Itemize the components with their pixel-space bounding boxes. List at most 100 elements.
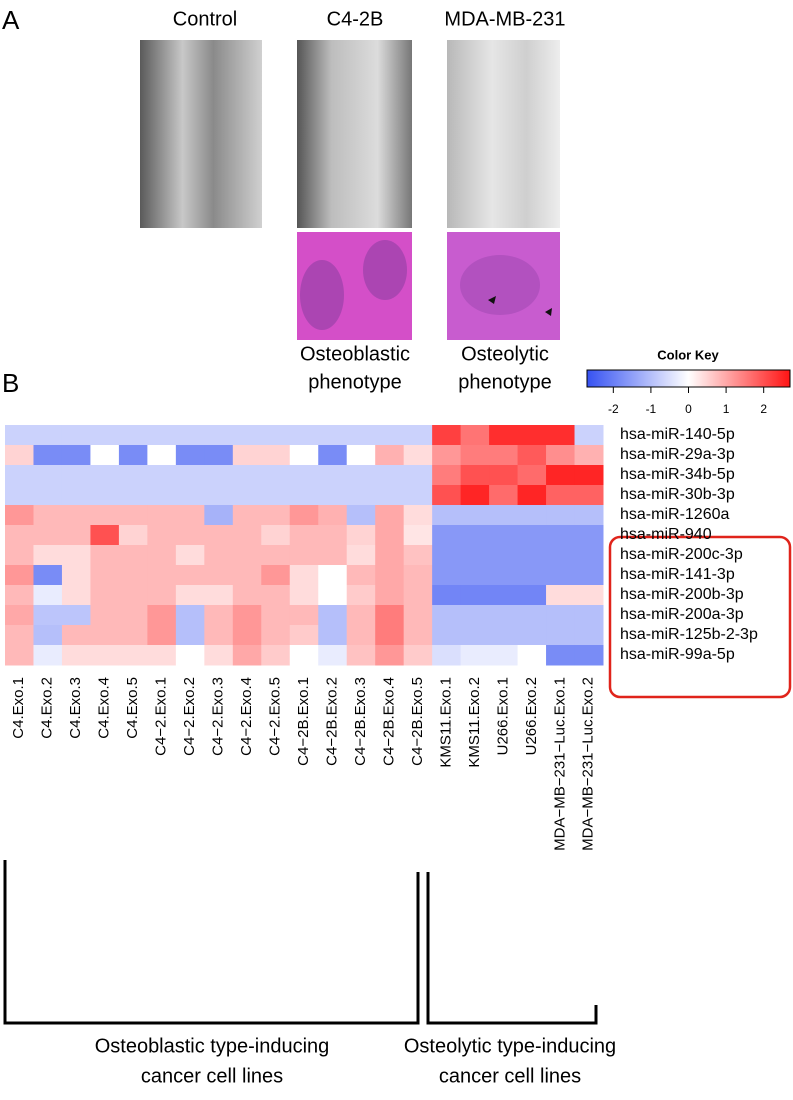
column-label: MDA−MB−231−Luc.Exo.1 [551,677,568,851]
heatmap-cell [375,645,405,666]
group-label: cancer cell lines [439,1065,581,1087]
heatmap-cell [574,525,604,546]
heatmap-cell [517,485,547,506]
heatmap-cell [546,445,576,466]
highlight-box [608,535,792,699]
heatmap-cell [204,565,234,586]
heatmap-cell [403,565,433,586]
heatmap-cell [403,445,433,466]
heatmap-cell [574,565,604,586]
heatmap-cell [546,605,576,626]
colorbar-tick-label: 2 [760,402,767,416]
heatmap-cell [261,425,291,446]
column-label: C4−2.Exo.1 [153,677,170,756]
heatmap-cell [375,425,405,446]
row-label: hsa-miR-34b-5p [620,466,735,483]
heatmap-cell [118,585,148,606]
row-label: hsa-miR-99a-5p [620,646,735,663]
heatmap-cell [460,505,490,526]
heatmap-cell [318,445,348,466]
heatmap-cell [460,545,490,566]
heatmap-cell [346,545,376,566]
heatmap-cell [432,465,462,486]
heatmap-cell [33,505,63,526]
heatmap-cell [289,605,319,626]
heatmap-cell [346,425,376,446]
heatmap-cell [232,485,262,506]
heatmap-cell [33,525,63,546]
heatmap-cell [517,545,547,566]
heatmap-cell [460,645,490,666]
heatmap-cell [432,605,462,626]
heatmap-cell [460,445,490,466]
heatmap-cell [375,605,405,626]
heatmap-cell [147,605,177,626]
heatmap-cell [574,445,604,466]
heatmap-cell [147,445,177,466]
heatmap-cell [375,545,405,566]
heatmap-cell [574,585,604,606]
xray-image [140,40,262,228]
group-label: cancer cell lines [141,1065,283,1087]
image-title: C4-2B [327,8,384,30]
row-label: hsa-miR-200a-3p [620,606,744,623]
heatmap-cell [232,525,262,546]
colorbar-title: Color Key [657,347,719,362]
heatmap-cell [204,445,234,466]
heatmap-cell [489,625,519,646]
heatmap-cell [33,445,63,466]
heatmap-cell [346,445,376,466]
heatmap-cell [489,485,519,506]
heatmap-cell [346,485,376,506]
heatmap-cell [432,645,462,666]
column-label: C4.Exo.5 [124,677,141,739]
heatmap-cell [289,445,319,466]
heatmap-cell [489,585,519,606]
heatmap-cell [375,445,405,466]
histology-detail [460,255,540,315]
heatmap-cell [147,565,177,586]
heatmap-cell [346,585,376,606]
heatmap-cell [517,525,547,546]
heatmap-cell [517,605,547,626]
heatmap-cell [147,425,177,446]
heatmap-cell [261,585,291,606]
column-label: C4−2.Exo.4 [238,677,255,756]
caption: phenotype [458,371,551,393]
heatmap-cell [546,645,576,666]
heatmap-cell [375,505,405,526]
heatmap-cell [261,565,291,586]
heatmap-cell [204,605,234,626]
colorbar-tick-label: 0 [685,402,692,416]
heatmap-cell [118,445,148,466]
column-label: C4−2B.Exo.2 [323,677,340,766]
heatmap-cell [318,525,348,546]
heatmap-cell [33,625,63,646]
heatmap-cell [489,445,519,466]
heatmap-cell [517,465,547,486]
heatmap-cell [403,505,433,526]
heatmap-cell [261,645,291,666]
heatmap-cell [460,425,490,446]
heatmap-cell [289,585,319,606]
heatmap-cell [175,485,205,506]
heatmap-cell [289,485,319,506]
heatmap-cell [61,545,91,566]
group-label: Osteolytic type-inducing [404,1035,616,1057]
heatmap-cell [403,525,433,546]
heatmap-cell [546,465,576,486]
heatmap-cell [90,525,120,546]
row-label: hsa-miR-30b-3p [620,486,735,503]
row-label: hsa-miR-940 [620,526,712,543]
heatmap-cell [232,605,262,626]
heatmap-cell [432,425,462,446]
heatmap-cell [289,465,319,486]
heatmap-cell [118,505,148,526]
heatmap-cell [318,605,348,626]
heatmap-cell [33,425,63,446]
heatmap-cell [517,505,547,526]
heatmap-cell [118,625,148,646]
heatmap-cell [61,645,91,666]
group-bracket [3,860,598,1025]
